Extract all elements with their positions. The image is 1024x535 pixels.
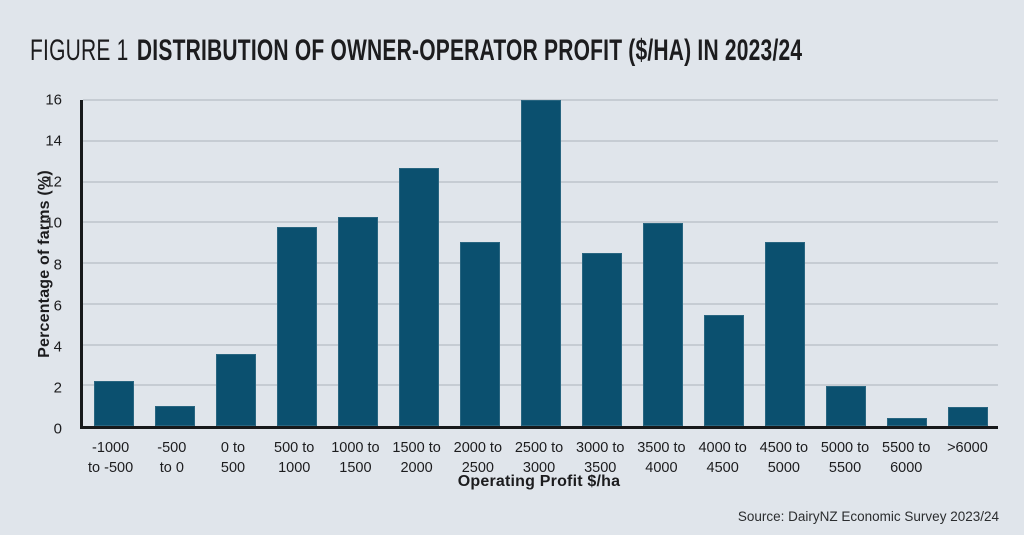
x-tick-label: 2000 to 2500	[447, 438, 508, 478]
x-tick-label: 0 to 500	[202, 438, 263, 478]
source-note: Source: DairyNZ Economic Survey 2023/24	[737, 509, 999, 524]
bar-slot	[632, 100, 693, 426]
x-tick-label: 3500 to 4000	[631, 438, 692, 478]
x-tick-line: 3500 to	[637, 440, 686, 456]
bar	[154, 405, 195, 426]
bar	[764, 241, 805, 426]
bar-slot	[693, 100, 754, 426]
bar	[337, 217, 378, 426]
x-tick-line: 3000	[522, 460, 556, 476]
bar	[276, 227, 317, 426]
bar	[825, 386, 866, 426]
y-tick-label: 16	[45, 91, 62, 109]
x-tick-label: 4500 to 5000	[753, 438, 814, 478]
bar-slot	[83, 100, 144, 426]
y-tick-label: 2	[53, 379, 62, 397]
bar	[520, 100, 561, 426]
x-tick-line: to 0	[159, 460, 184, 476]
x-tick-line: 2000 to	[453, 440, 503, 456]
x-tick-line: 1500 to	[392, 440, 441, 456]
x-tick-label: -1000 to -500	[80, 438, 141, 478]
bar-slot	[937, 100, 998, 426]
x-tick-line: 5500	[828, 460, 862, 476]
bar-slot	[144, 100, 205, 426]
x-tick-line: 1500	[339, 460, 372, 476]
y-axis-ticks: 0 2 4 6 8 10 12 14 16	[0, 92, 72, 438]
bar	[215, 353, 256, 426]
bars	[83, 100, 998, 426]
x-tick-line: -1000	[92, 440, 130, 456]
figure-heading: DISTRIBUTION OF OWNER-OPERATOR PROFIT ($…	[136, 34, 803, 67]
bar-slot	[327, 100, 388, 426]
bar-slot	[266, 100, 327, 426]
bar	[93, 381, 134, 426]
x-tick-line: 2000	[400, 460, 433, 476]
x-tick-line: to -500	[88, 460, 134, 476]
bar	[947, 406, 988, 426]
x-axis-title: Operating Profit $/ha	[457, 473, 621, 490]
x-tick-label: 1000 to 1500	[325, 438, 386, 478]
bar-slot	[815, 100, 876, 426]
figure-number-label: FIGURE 1	[30, 34, 129, 67]
bar-slot	[388, 100, 449, 426]
x-tick-label: 2500 to 3000	[508, 438, 569, 478]
x-tick-label: >6000	[937, 438, 998, 478]
x-tick-line: 2500	[461, 460, 494, 476]
x-tick-line: 5500 to	[882, 440, 931, 456]
x-tick-line: 0 to	[220, 440, 246, 456]
plot-area	[80, 99, 998, 429]
x-tick-line: 6000	[890, 460, 923, 476]
bar	[581, 252, 622, 426]
x-tick-line: 5000	[767, 460, 800, 476]
bar-slot	[571, 100, 632, 426]
x-tick-line: 4500	[706, 460, 739, 476]
y-tick-label: 14	[45, 132, 62, 150]
bar-slot	[510, 100, 571, 426]
x-tick-line: -500	[157, 440, 187, 456]
x-tick-line: 500	[220, 460, 246, 476]
x-tick-label: 3000 to 3500	[570, 438, 631, 478]
bar-slot	[876, 100, 937, 426]
x-tick-label: 500 to 1000	[264, 438, 325, 478]
x-tick-line: >6000	[947, 440, 988, 456]
x-tick-line: 5000 to	[820, 440, 870, 456]
x-tick-line: 4000 to	[698, 440, 747, 456]
bar	[642, 223, 683, 426]
figure-title: FIGURE 1 DISTRIBUTION OF OWNER-OPERATOR P…	[30, 34, 802, 68]
x-tick-line: 2500 to	[514, 440, 564, 456]
y-tick-label: 8	[53, 256, 62, 273]
x-tick-label: 4000 to 4500	[692, 438, 753, 478]
x-tick-line: 1000	[278, 460, 311, 476]
x-tick-line: 1000 to	[331, 440, 380, 456]
y-tick-label: 4	[53, 338, 62, 356]
x-tick-line: 4000	[645, 460, 678, 476]
x-tick-line: 3500	[584, 460, 617, 476]
bar-slot	[205, 100, 266, 426]
bar	[398, 168, 439, 426]
x-tick-label: -500 to 0	[141, 438, 202, 478]
bar	[703, 314, 744, 426]
x-tick-line: 4500 to	[759, 440, 809, 456]
y-tick-label: 10	[45, 214, 62, 232]
bar	[886, 417, 927, 426]
y-tick-label: 12	[45, 173, 62, 191]
x-tick-line: 500 to	[274, 440, 315, 456]
y-tick-label: 6	[53, 297, 62, 315]
x-tick-label: 1500 to 2000	[386, 438, 447, 478]
x-axis-labels: -1000 to -500 -500 to 0 0 to 500 500 to 1000 100…	[80, 438, 998, 478]
y-tick-label: 0	[53, 420, 62, 438]
bar	[459, 241, 500, 426]
x-tick-label: 5000 to 5500	[814, 438, 875, 478]
bar-slot	[754, 100, 815, 426]
x-tick-label: 5500 to 6000	[876, 438, 937, 478]
bar-slot	[449, 100, 510, 426]
x-tick-line: 3000 to	[576, 440, 625, 456]
